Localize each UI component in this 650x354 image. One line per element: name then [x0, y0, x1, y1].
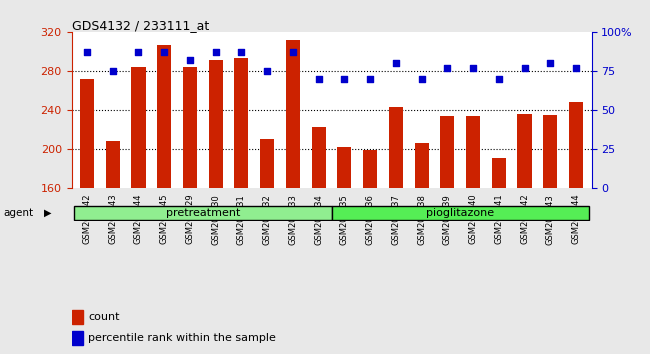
Bar	[72, 331, 83, 345]
Point	[493, 76, 504, 81]
Text: GDS4132 / 233111_at: GDS4132 / 233111_at	[72, 19, 209, 33]
Bar	[183, 67, 197, 188]
FancyBboxPatch shape	[74, 206, 332, 221]
Point	[391, 60, 401, 66]
Text: ▶: ▶	[44, 208, 52, 218]
Point	[571, 65, 581, 70]
Point	[185, 57, 195, 63]
Bar	[466, 115, 480, 188]
Bar	[543, 115, 558, 188]
Point	[236, 49, 246, 55]
Point	[545, 60, 556, 66]
Bar	[517, 114, 532, 188]
Point	[417, 76, 427, 81]
Bar	[131, 67, 146, 188]
Point	[82, 49, 92, 55]
Text: count: count	[88, 312, 120, 322]
Point	[468, 65, 478, 70]
Point	[519, 65, 530, 70]
Point	[313, 76, 324, 81]
Bar	[234, 58, 248, 188]
Point	[365, 76, 375, 81]
Bar	[80, 79, 94, 188]
Point	[159, 49, 170, 55]
Bar	[415, 143, 429, 188]
Text: percentile rank within the sample: percentile rank within the sample	[88, 333, 276, 343]
Bar	[286, 40, 300, 188]
FancyBboxPatch shape	[332, 206, 589, 221]
Bar	[105, 141, 120, 188]
Bar	[569, 102, 583, 188]
Bar	[363, 150, 377, 188]
Point	[133, 49, 144, 55]
Point	[288, 49, 298, 55]
Bar	[492, 159, 506, 188]
Text: agent: agent	[3, 208, 33, 218]
Point	[211, 49, 221, 55]
Bar	[209, 60, 223, 188]
Text: pretreatment: pretreatment	[166, 208, 240, 218]
Bar	[72, 310, 83, 324]
Bar	[389, 107, 403, 188]
Text: pioglitazone: pioglitazone	[426, 208, 494, 218]
Point	[442, 65, 452, 70]
Point	[107, 68, 118, 74]
Bar	[157, 45, 171, 188]
Bar	[440, 115, 454, 188]
Bar	[311, 127, 326, 188]
Point	[339, 76, 350, 81]
Bar	[337, 147, 352, 188]
Bar	[260, 139, 274, 188]
Point	[262, 68, 272, 74]
